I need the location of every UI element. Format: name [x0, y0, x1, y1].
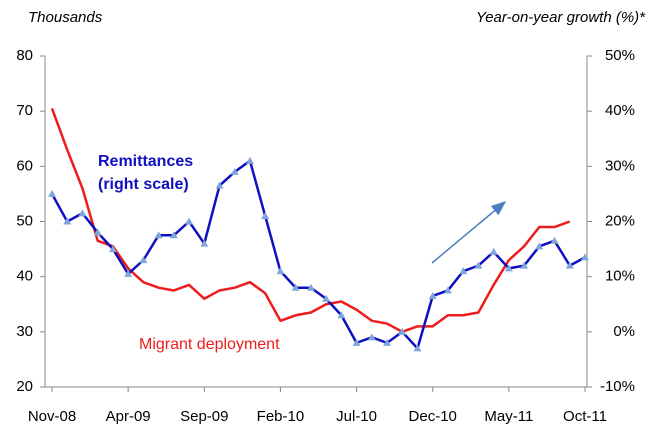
point-marker	[337, 311, 346, 319]
point-marker	[383, 338, 392, 346]
point-marker	[306, 283, 315, 291]
point-marker	[504, 264, 513, 272]
point-marker	[215, 181, 224, 189]
point-marker	[428, 291, 437, 299]
point-marker	[459, 267, 468, 275]
x-tick-label: Sep-09	[180, 408, 228, 425]
point-marker	[291, 283, 300, 291]
point-marker	[108, 245, 117, 253]
annotation: Migrant deployment	[139, 336, 280, 353]
y-tick-label: 80	[16, 47, 33, 64]
point-marker	[474, 261, 483, 269]
x-tick-label: Apr-09	[106, 408, 151, 425]
trend-arrow	[431, 201, 507, 264]
y2-tick-label: 20%	[605, 212, 635, 229]
y2-axis-title: Year-on-year growth (%)*	[476, 9, 646, 26]
point-marker	[367, 333, 376, 341]
y-tick-label: 50	[16, 212, 33, 229]
point-marker	[322, 294, 331, 302]
y-tick-label: 60	[16, 157, 33, 174]
y2-tick-label: 10%	[605, 268, 635, 285]
point-marker	[261, 211, 270, 219]
point-marker	[124, 269, 133, 277]
point-marker	[413, 344, 422, 352]
y2-tick-label: 40%	[605, 102, 635, 119]
y2-tick-label: 50%	[605, 47, 635, 64]
point-marker	[245, 156, 254, 164]
y-tick-label: 30	[16, 323, 33, 340]
point-marker	[581, 253, 589, 261]
point-marker	[352, 338, 361, 346]
y-axis-title: Thousands	[28, 9, 103, 26]
x-tick-label: Oct-11	[563, 408, 607, 425]
point-marker	[276, 267, 285, 275]
point-marker	[489, 247, 498, 255]
point-marker	[185, 217, 194, 225]
annotation: Remittances	[98, 153, 193, 170]
point-marker	[520, 261, 529, 269]
y-tick-label: 20	[16, 378, 33, 395]
x-tick-label: Feb-10	[257, 408, 305, 425]
point-marker	[443, 286, 452, 294]
point-marker	[63, 217, 72, 225]
x-tick-label: May-11	[484, 408, 533, 425]
point-marker	[48, 189, 56, 197]
point-marker	[154, 231, 163, 239]
annotation: (right scale)	[98, 176, 189, 193]
x-tick-label: Jul-10	[336, 408, 377, 425]
y-tick-label: 40	[16, 268, 33, 285]
line-series	[50, 107, 571, 334]
point-marker	[535, 242, 544, 250]
x-tick-label: Dec-10	[409, 408, 457, 425]
point-marker	[78, 209, 87, 217]
y2-tick-label: 30%	[605, 157, 635, 174]
point-marker	[398, 327, 407, 335]
point-marker	[169, 231, 178, 239]
point-marker	[93, 228, 102, 236]
x-tick-label: Nov-08	[28, 408, 76, 425]
y2-tick-label: 0%	[613, 323, 635, 340]
point-marker	[550, 236, 559, 244]
y-tick-label: 70	[16, 102, 33, 119]
point-marker	[200, 239, 209, 247]
y2-tick-label: -10%	[600, 378, 635, 395]
point-marker	[139, 256, 148, 264]
point-marker	[230, 167, 239, 175]
point-marker	[565, 261, 574, 269]
